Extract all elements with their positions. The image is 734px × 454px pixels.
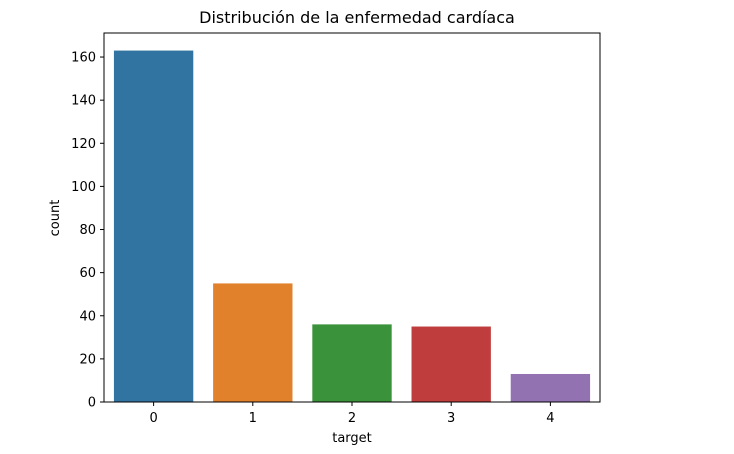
- x-tick-label-3: 3: [447, 411, 455, 426]
- x-tick-label-2: 2: [348, 411, 356, 426]
- bars-group: [113, 50, 591, 402]
- y-tick-label-40: 40: [79, 309, 96, 324]
- bar-1: [213, 283, 293, 402]
- bar-0: [113, 50, 194, 402]
- bar-3: [411, 326, 491, 402]
- x-tick-label-1: 1: [249, 411, 257, 426]
- bar-2: [312, 324, 392, 402]
- y-tick-label-80: 80: [79, 223, 96, 238]
- y-tick-label-100: 100: [71, 180, 96, 195]
- y-tick-label-160: 160: [71, 51, 96, 66]
- y-tick-label-140: 140: [71, 94, 96, 109]
- x-tick-label-0: 0: [149, 411, 157, 426]
- y-axis-label: count: [48, 200, 63, 237]
- chart-title: Distribución de la enfermedad cardíaca: [199, 8, 515, 27]
- y-tick-label-120: 120: [71, 137, 96, 152]
- y-tick-label-20: 20: [79, 352, 96, 367]
- x-tick-label-4: 4: [546, 411, 554, 426]
- y-tick-label-0: 0: [88, 396, 96, 411]
- x-axis-ticks: 0 1 2 3 4: [149, 402, 555, 426]
- x-axis-label: target: [332, 431, 372, 446]
- y-tick-label-60: 60: [79, 266, 96, 281]
- bar-4: [510, 373, 591, 402]
- y-axis-ticks: 0 20 40 60 80 100 120 140 160: [71, 51, 104, 411]
